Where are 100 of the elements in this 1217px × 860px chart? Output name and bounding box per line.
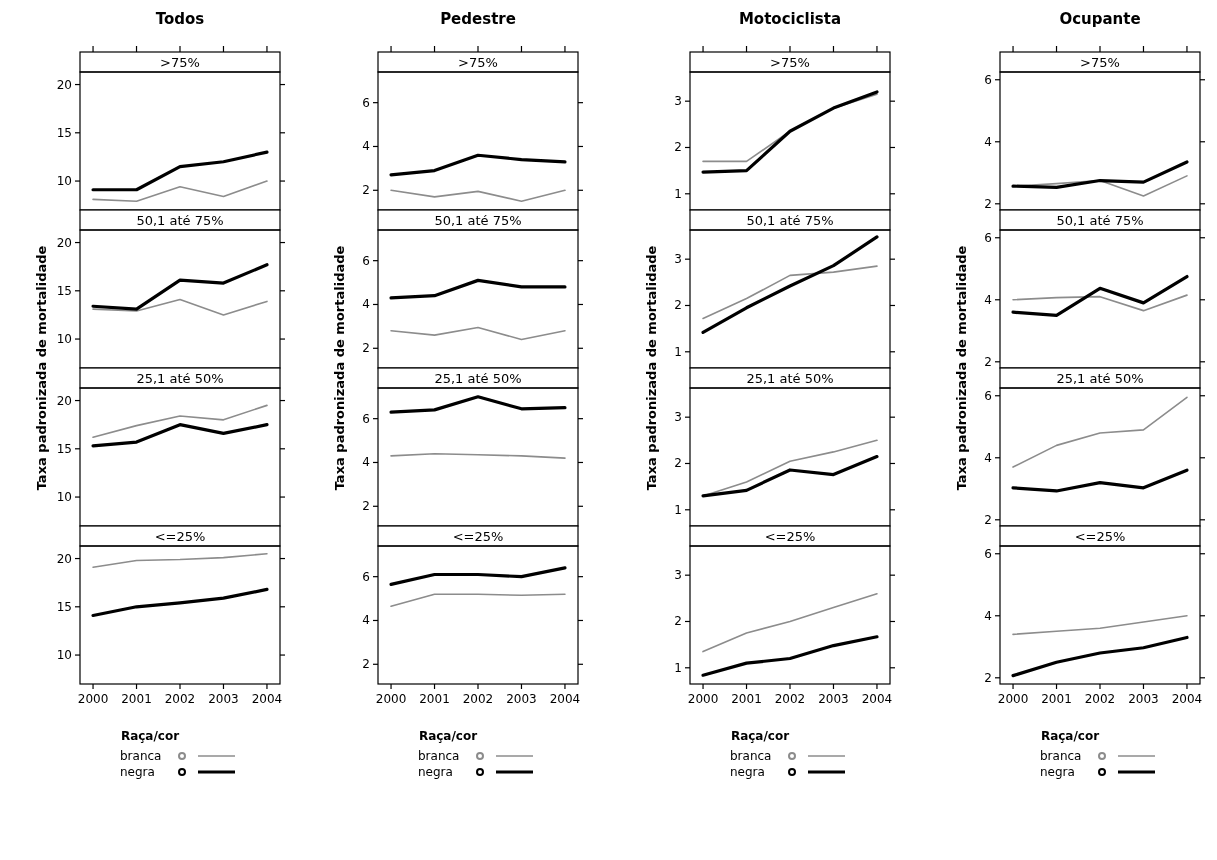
- x-tick-label: 2001: [121, 692, 152, 706]
- y-tick-label: 2: [984, 670, 992, 685]
- x-tick-label: 2003: [208, 692, 239, 706]
- x-tick-label: 2003: [1128, 692, 1159, 706]
- y-tick-label: 4: [362, 455, 370, 470]
- line-series: [389, 395, 567, 414]
- y-tick-label: 10: [56, 332, 72, 347]
- y-tick-label: 15: [56, 283, 72, 298]
- y-tick-label: 4: [362, 613, 370, 628]
- chart-title: Ocupante: [1059, 10, 1141, 28]
- y-tick-label: 2: [362, 657, 370, 672]
- chart-subtitle: <=25%: [452, 529, 504, 544]
- y-tick-label: 20: [56, 393, 72, 408]
- y-tick-label: 6: [362, 569, 370, 584]
- y-tick-label: 15: [56, 125, 72, 140]
- y-tick-label: 1: [674, 344, 682, 359]
- y-tick-label: 4: [362, 139, 370, 154]
- x-tick-label: 2002: [164, 692, 196, 706]
- y-tick-label: 10: [56, 174, 72, 189]
- y-axis-title: Taxa padronizada de mortalidade: [644, 245, 659, 491]
- chart-title: Pedestre: [440, 10, 516, 28]
- x-tick-label: 2001: [1041, 692, 1072, 706]
- chart-subtitle: 25,1 até 50%: [434, 371, 522, 386]
- y-tick-label: 2: [674, 614, 682, 629]
- y-tick-label: 20: [56, 235, 72, 250]
- line-series: [389, 566, 567, 586]
- y-tick-label: 2: [674, 456, 682, 471]
- chart-subtitle: <=25%: [154, 529, 206, 544]
- line-series: [1011, 468, 1189, 493]
- y-tick-label: 6: [984, 72, 992, 87]
- legend-label: branca: [120, 749, 162, 763]
- y-tick-label: 2: [984, 196, 992, 211]
- legend-title: Raça/cor: [418, 729, 478, 743]
- x-tick-label: 2002: [774, 692, 806, 706]
- chart-subtitle: 50,1 até 75%: [746, 213, 834, 228]
- x-tick-label: 2000: [375, 692, 407, 706]
- y-tick-label: 1: [674, 502, 682, 517]
- line-series: [92, 180, 268, 203]
- line-series: [390, 326, 566, 341]
- y-tick-label: 15: [56, 441, 72, 456]
- legend-label: branca: [730, 749, 772, 763]
- chart-subtitle: 50,1 até 75%: [136, 213, 224, 228]
- chart-subtitle: >75%: [458, 55, 498, 70]
- y-tick-label: 3: [674, 252, 682, 267]
- y-tick-label: 2: [362, 341, 370, 356]
- chart-subtitle: 50,1 até 75%: [1056, 213, 1144, 228]
- x-tick-label: 2002: [462, 692, 494, 706]
- line-series: [91, 423, 269, 448]
- y-tick-label: 2: [362, 183, 370, 198]
- y-tick-label: 6: [984, 388, 992, 403]
- y-tick-label: 3: [674, 410, 682, 425]
- line-series: [92, 404, 268, 439]
- line-series: [701, 235, 879, 334]
- y-tick-label: 20: [56, 551, 72, 566]
- line-series: [389, 278, 567, 300]
- y-tick-label: 4: [984, 134, 992, 149]
- chart-subtitle: >75%: [770, 55, 810, 70]
- line-series: [1012, 396, 1188, 468]
- line-series: [91, 587, 269, 618]
- chart-subtitle: >75%: [1080, 55, 1120, 70]
- x-tick-label: 2003: [506, 692, 537, 706]
- x-tick-label: 2003: [818, 692, 849, 706]
- legend-label: negra: [1040, 765, 1075, 779]
- line-series: [701, 454, 879, 498]
- chart-subtitle: 50,1 até 75%: [434, 213, 522, 228]
- y-tick-label: 6: [362, 253, 370, 268]
- chart-subtitle: <=25%: [764, 529, 816, 544]
- y-tick-label: 10: [56, 490, 72, 505]
- legend-label: negra: [730, 765, 765, 779]
- x-tick-label: 2000: [77, 692, 109, 706]
- line-series: [701, 635, 879, 677]
- line-series: [1012, 294, 1188, 312]
- y-tick-label: 4: [984, 450, 992, 465]
- chart-title: Todos: [155, 10, 205, 28]
- chart-title: Motociclista: [738, 10, 842, 28]
- line-series: [1012, 614, 1188, 636]
- line-series: [92, 298, 268, 316]
- y-tick-label: 4: [984, 608, 992, 623]
- x-tick-label: 2000: [997, 692, 1029, 706]
- line-series: [390, 189, 566, 203]
- y-tick-label: 2: [674, 140, 682, 155]
- y-tick-label: 1: [674, 186, 682, 201]
- y-tick-label: 20: [56, 77, 72, 92]
- y-tick-label: 6: [984, 546, 992, 561]
- line-series: [91, 150, 269, 192]
- y-tick-label: 4: [362, 297, 370, 312]
- y-axis-title: Taxa padronizada de mortalidade: [954, 245, 969, 491]
- chart-subtitle: 25,1 até 50%: [136, 371, 224, 386]
- y-tick-label: 6: [362, 411, 370, 426]
- y-tick-label: 2: [984, 512, 992, 527]
- chart-subtitle: >75%: [160, 55, 200, 70]
- legend-label: negra: [120, 765, 155, 779]
- x-tick-label: 2004: [861, 692, 893, 706]
- x-tick-label: 2001: [419, 692, 450, 706]
- chart-subtitle: 25,1 até 50%: [1056, 371, 1144, 386]
- line-series: [701, 90, 879, 174]
- line-series: [702, 265, 878, 320]
- line-series: [1011, 274, 1189, 317]
- line-series: [702, 592, 878, 653]
- legend-title: Raça/cor: [730, 729, 790, 743]
